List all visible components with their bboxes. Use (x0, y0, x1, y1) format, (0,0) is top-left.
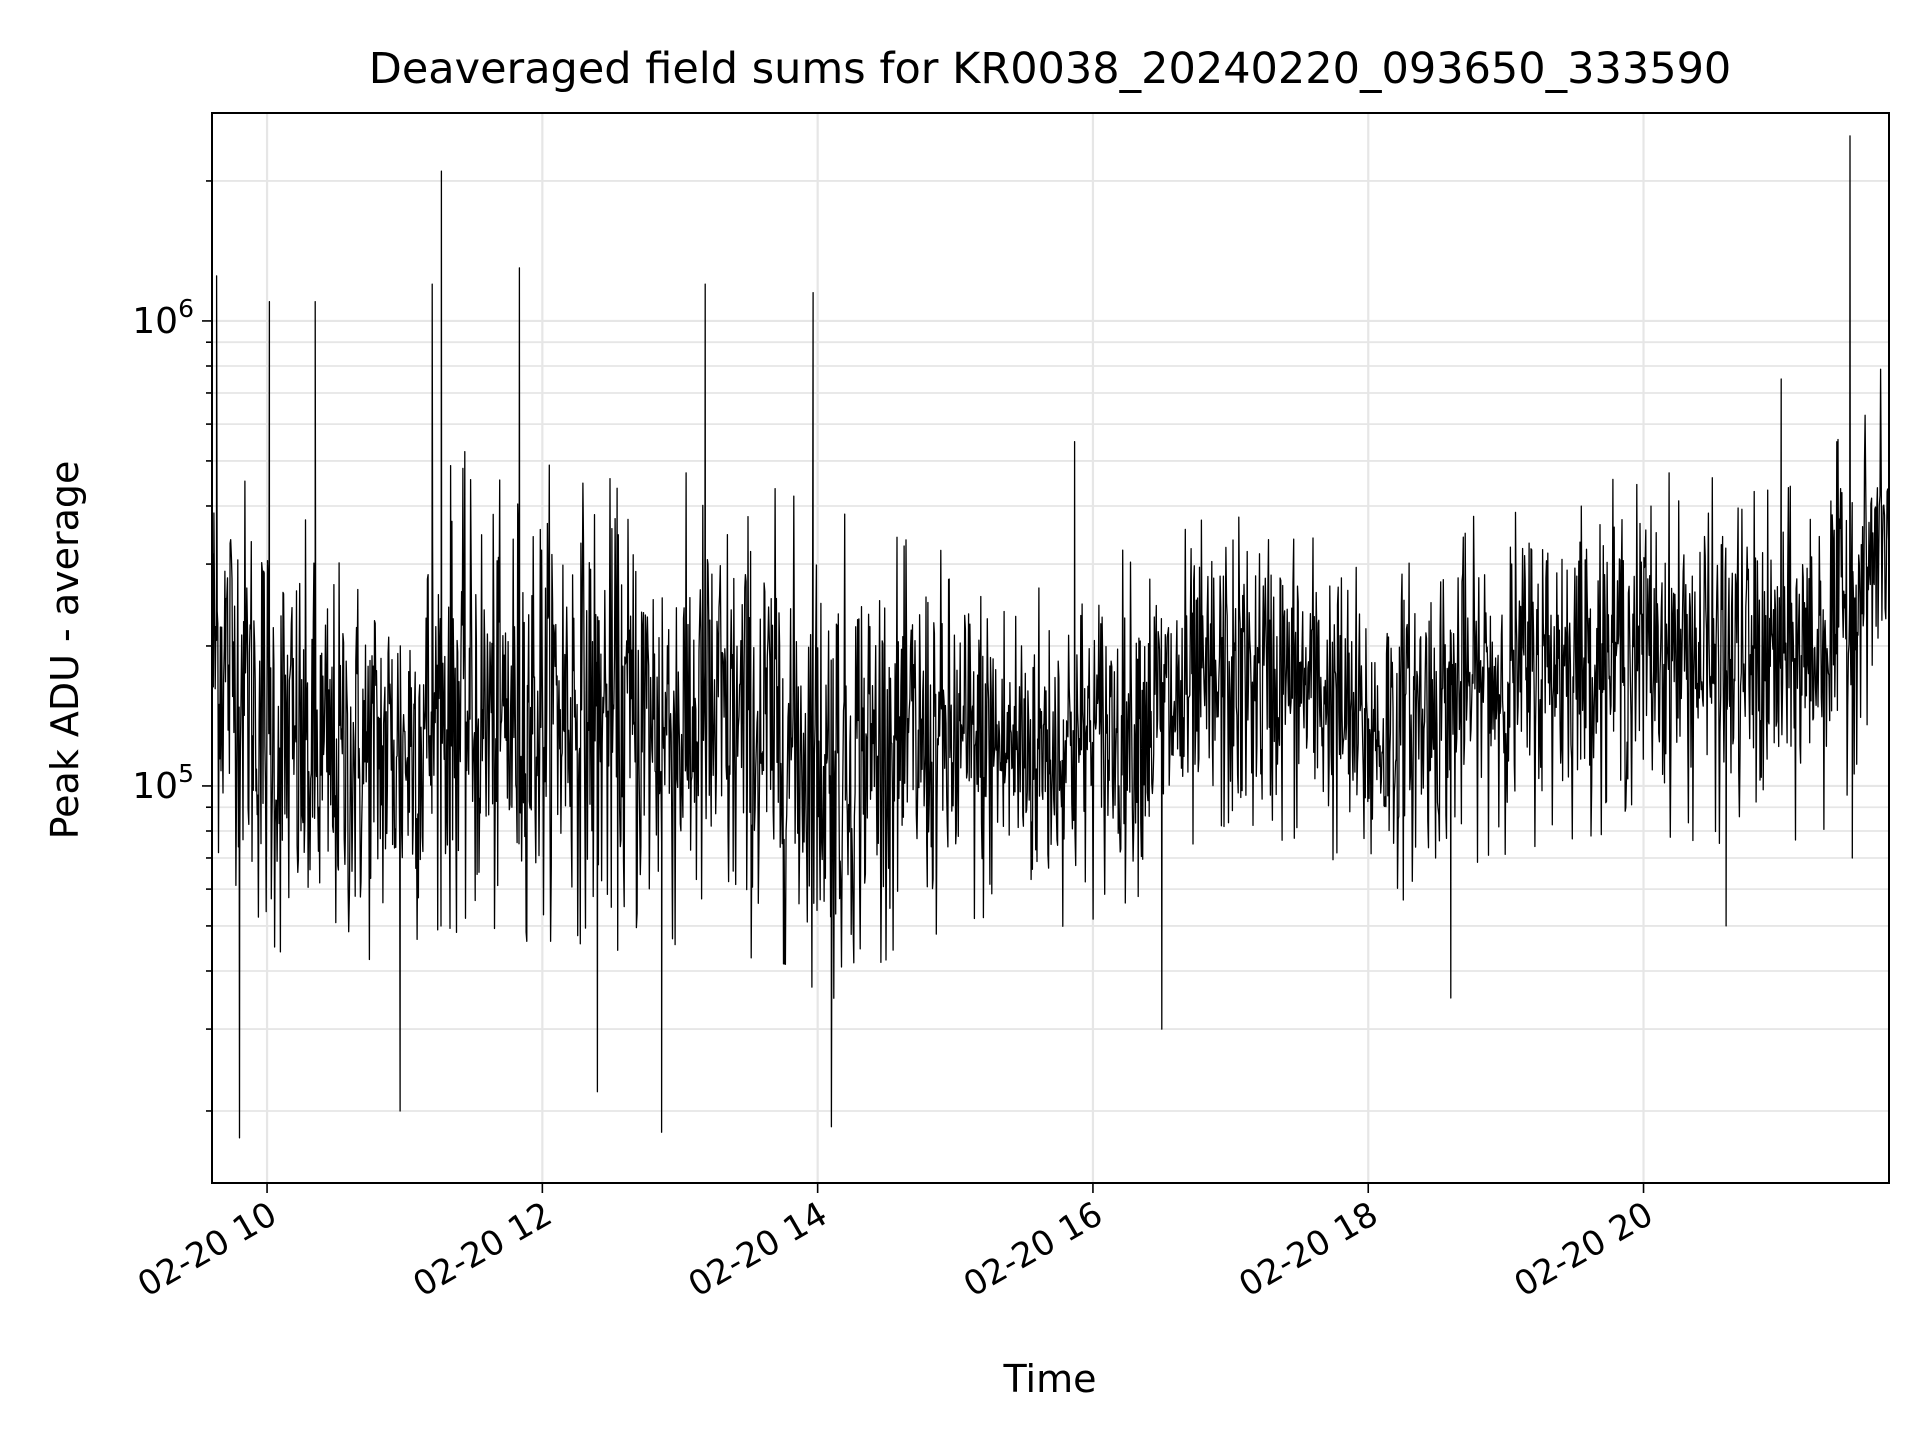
x-axis-label: Time (1003, 1357, 1097, 1401)
y-tick-label-base: 10 (132, 766, 178, 807)
y-tick-label: 105 (132, 759, 194, 807)
y-tick-label-exponent: 6 (178, 294, 194, 323)
y-tick-label-base: 10 (132, 301, 178, 342)
y-axis-label: Peak ADU - average (43, 461, 87, 840)
series-line (211, 135, 1890, 1139)
chart-title: Deaveraged field sums for KR0038_2024022… (369, 44, 1732, 94)
y-tick-label-exponent: 5 (178, 759, 194, 788)
data-series (211, 135, 1890, 1139)
y-tick-label: 106 (132, 294, 194, 342)
plot-frame (211, 112, 1890, 1184)
